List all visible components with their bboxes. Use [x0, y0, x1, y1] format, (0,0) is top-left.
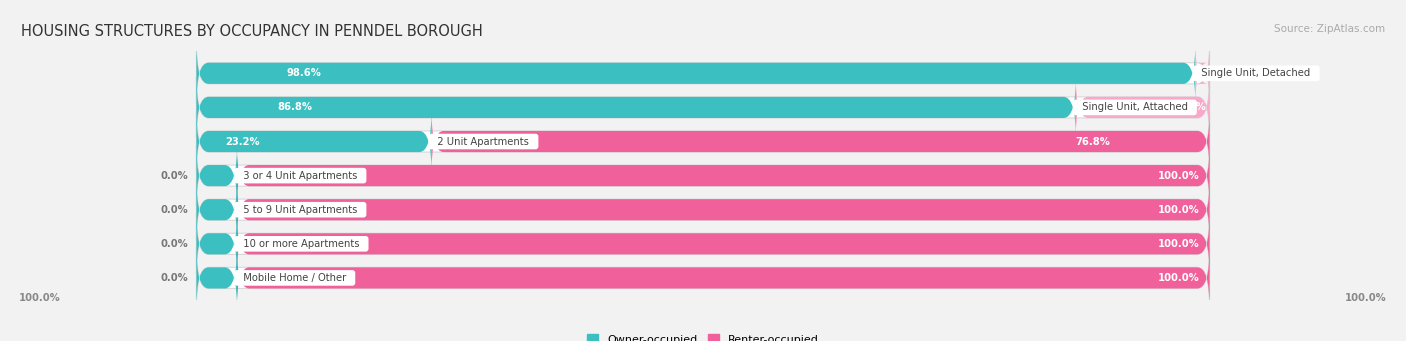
Text: 0.0%: 0.0% — [160, 205, 188, 215]
FancyBboxPatch shape — [1076, 77, 1209, 138]
Text: 76.8%: 76.8% — [1076, 136, 1111, 147]
FancyBboxPatch shape — [238, 248, 1209, 308]
Text: Mobile Home / Other: Mobile Home / Other — [238, 273, 353, 283]
FancyBboxPatch shape — [197, 111, 432, 172]
Text: 3 or 4 Unit Apartments: 3 or 4 Unit Apartments — [238, 170, 364, 181]
FancyBboxPatch shape — [197, 145, 238, 206]
FancyBboxPatch shape — [197, 77, 1076, 138]
FancyBboxPatch shape — [238, 213, 1209, 274]
Text: 2 Unit Apartments: 2 Unit Apartments — [432, 136, 536, 147]
Text: 100.0%: 100.0% — [1157, 205, 1199, 215]
FancyBboxPatch shape — [197, 179, 1209, 240]
Text: 10 or more Apartments: 10 or more Apartments — [238, 239, 366, 249]
Text: 5 to 9 Unit Apartments: 5 to 9 Unit Apartments — [238, 205, 364, 215]
Text: 100.0%: 100.0% — [1157, 273, 1199, 283]
FancyBboxPatch shape — [197, 248, 238, 308]
Text: 100.0%: 100.0% — [1346, 293, 1386, 303]
Text: 86.8%: 86.8% — [277, 102, 312, 113]
Text: 100.0%: 100.0% — [1157, 170, 1199, 181]
Text: 98.6%: 98.6% — [287, 68, 322, 78]
FancyBboxPatch shape — [197, 77, 1209, 138]
FancyBboxPatch shape — [197, 43, 1209, 104]
Text: Single Unit, Attached: Single Unit, Attached — [1076, 102, 1194, 113]
FancyBboxPatch shape — [197, 43, 1195, 104]
Legend: Owner-occupied, Renter-occupied: Owner-occupied, Renter-occupied — [582, 330, 824, 341]
Text: 23.2%: 23.2% — [225, 136, 260, 147]
FancyBboxPatch shape — [1195, 43, 1209, 104]
FancyBboxPatch shape — [197, 111, 1209, 172]
Text: 100.0%: 100.0% — [20, 293, 60, 303]
Text: HOUSING STRUCTURES BY OCCUPANCY IN PENNDEL BOROUGH: HOUSING STRUCTURES BY OCCUPANCY IN PENND… — [21, 24, 482, 39]
Text: Single Unit, Detached: Single Unit, Detached — [1195, 68, 1317, 78]
FancyBboxPatch shape — [197, 213, 1209, 274]
Text: 100.0%: 100.0% — [1157, 239, 1199, 249]
Text: 0.0%: 0.0% — [160, 273, 188, 283]
Text: 13.3%: 13.3% — [1173, 102, 1206, 113]
FancyBboxPatch shape — [432, 111, 1209, 172]
Text: 1.4%: 1.4% — [1194, 68, 1222, 78]
FancyBboxPatch shape — [238, 145, 1209, 206]
Text: 0.0%: 0.0% — [160, 170, 188, 181]
FancyBboxPatch shape — [197, 213, 238, 274]
Text: Source: ZipAtlas.com: Source: ZipAtlas.com — [1274, 24, 1385, 34]
FancyBboxPatch shape — [197, 145, 1209, 206]
Text: 0.0%: 0.0% — [160, 239, 188, 249]
FancyBboxPatch shape — [197, 248, 1209, 308]
FancyBboxPatch shape — [238, 179, 1209, 240]
FancyBboxPatch shape — [197, 179, 238, 240]
